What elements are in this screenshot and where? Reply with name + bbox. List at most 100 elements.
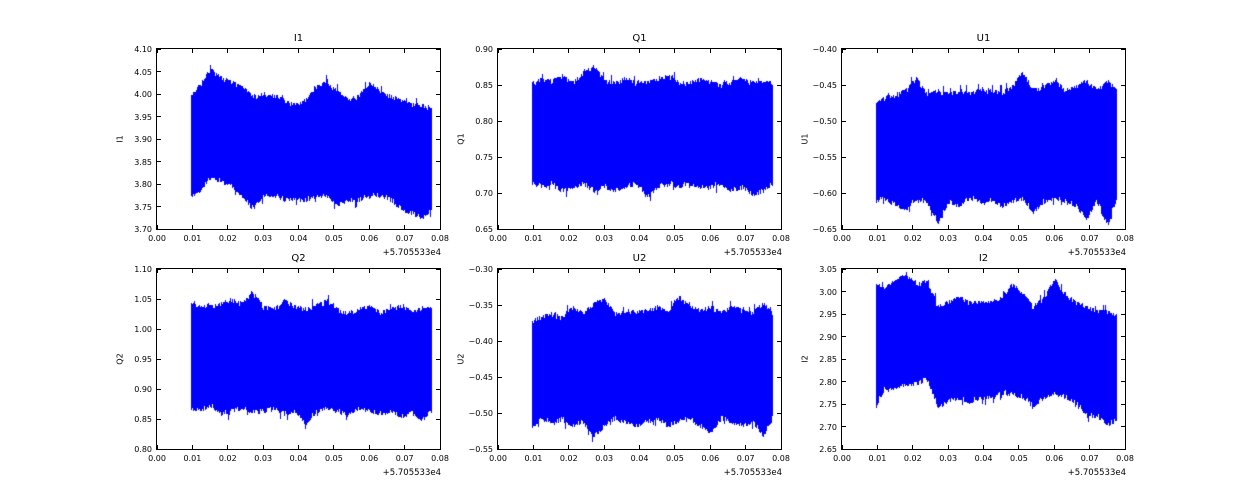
x-tick-mark	[780, 49, 782, 53]
y-tick-label: 2.65	[819, 445, 837, 454]
y-tick-label: −0.30	[468, 265, 493, 274]
x-tick-mark	[1018, 225, 1020, 229]
x-tick-mark	[262, 445, 264, 449]
y-tick-mark	[436, 448, 440, 450]
y-tick-mark	[842, 120, 846, 122]
y-tick-label: −0.50	[812, 117, 837, 126]
subplot-i1: I1 I1 0.00 0.01 0.02 0.03 0.04 0.05 0.06 0.07 0.…	[116, 33, 449, 258]
y-tick-mark	[436, 228, 440, 230]
x-tick-mark	[745, 445, 747, 449]
x-tick-label: 0.02	[559, 234, 578, 243]
x-tick-mark	[404, 445, 406, 449]
x-tick-mark	[368, 445, 370, 449]
x-tick-label: 0.07	[736, 454, 755, 463]
x-tick-mark	[780, 269, 782, 273]
y-tick-mark	[157, 93, 161, 95]
y-tick-mark	[157, 448, 161, 450]
x-tick-mark	[497, 49, 499, 53]
x-tick-label: 0.05	[324, 454, 343, 463]
x-tick-mark	[156, 445, 158, 449]
x-tick-mark	[709, 49, 711, 53]
y-tick-mark	[498, 448, 502, 450]
plot-area: 0.00 0.01 0.02 0.03 0.04 0.05 0.06 0.07 0.08 −0.6…	[812, 45, 1133, 243]
y-tick-mark	[157, 228, 161, 230]
x-tick-label: 0.04	[289, 454, 308, 463]
y-tick-label: 0.80	[475, 117, 493, 126]
x-tick-mark	[262, 49, 264, 53]
x-tick-mark	[876, 225, 878, 229]
x-tick-mark	[1053, 225, 1055, 229]
y-tick-label: −0.40	[468, 337, 493, 346]
y-tick-label: 2.85	[819, 355, 837, 364]
x-tick-label: 0.02	[218, 234, 237, 243]
y-tick-mark	[157, 418, 161, 420]
y-tick-mark	[498, 156, 502, 158]
x-tick-mark	[912, 445, 914, 449]
y-tick-mark	[498, 228, 502, 230]
x-tick-mark	[947, 225, 949, 229]
x-axis-offset-label: +5.705533e4	[723, 248, 782, 258]
x-tick-mark	[1089, 445, 1091, 449]
x-tick-label: 0.03	[595, 454, 614, 463]
x-tick-mark	[780, 445, 782, 449]
y-tick-label: 2.70	[819, 422, 837, 432]
x-tick-mark	[497, 225, 499, 229]
y-tick-mark	[777, 84, 781, 86]
x-tick-mark	[947, 445, 949, 449]
x-tick-label: 0.06	[701, 234, 720, 243]
x-tick-mark	[298, 445, 299, 449]
y-tick-label: 0.90	[134, 385, 152, 394]
x-tick-label: 0.04	[974, 234, 993, 243]
subplot-u2: U2 U2 0.00 0.01 0.02 0.03 0.04 0.05 0.06 0.07 0.…	[457, 253, 790, 478]
x-tick-mark	[191, 225, 193, 229]
plot-area: 0.00 0.01 0.02 0.03 0.04 0.05 0.06 0.07 0.08 3.70…	[134, 45, 449, 243]
x-tick-mark	[333, 445, 335, 449]
y-tick-label: 1.05	[134, 295, 152, 304]
x-tick-mark	[1089, 49, 1091, 53]
y-tick-mark	[436, 418, 440, 420]
y-tick-mark	[777, 268, 781, 270]
y-tick-mark	[777, 412, 781, 414]
plot-title: U1	[976, 33, 991, 44]
y-tick-mark	[498, 412, 502, 414]
y-tick-mark	[777, 192, 781, 194]
x-tick-label: 0.00	[148, 234, 166, 243]
y-tick-mark	[157, 298, 161, 300]
y-tick-mark	[498, 192, 502, 194]
x-tick-mark	[227, 49, 229, 53]
y-tick-mark	[777, 48, 781, 50]
x-tick-mark	[745, 49, 747, 53]
x-tick-label: 0.06	[701, 454, 720, 463]
y-tick-label: −0.55	[468, 445, 493, 454]
y-tick-label: 0.80	[134, 445, 152, 454]
x-tick-mark	[674, 445, 676, 449]
x-tick-label: 0.04	[630, 454, 649, 463]
x-tick-mark	[603, 225, 605, 229]
x-tick-label: 0.08	[772, 234, 790, 243]
x-tick-mark	[639, 225, 640, 229]
y-tick-mark	[1121, 120, 1125, 122]
x-tick-label: 0.02	[559, 454, 578, 463]
x-tick-mark	[1018, 445, 1020, 449]
x-tick-label: 0.08	[431, 234, 449, 243]
x-tick-mark	[333, 225, 335, 229]
y-tick-mark	[777, 228, 781, 230]
x-tick-label: 0.01	[868, 454, 887, 463]
signal-trace	[157, 49, 440, 229]
x-tick-mark	[1124, 269, 1126, 273]
y-tick-label: 0.70	[475, 189, 493, 198]
x-tick-mark	[568, 445, 570, 449]
y-axis-label: Q1	[456, 133, 466, 145]
x-tick-mark	[674, 269, 676, 273]
y-tick-mark	[498, 376, 502, 378]
y-tick-mark	[842, 313, 846, 315]
y-tick-mark	[436, 268, 440, 270]
x-tick-label: 0.07	[736, 234, 755, 243]
x-tick-mark	[532, 225, 534, 229]
y-tick-label: 0.85	[475, 81, 493, 90]
x-tick-mark	[156, 225, 158, 229]
y-tick-mark	[842, 228, 846, 230]
y-tick-mark	[1121, 192, 1125, 194]
x-tick-mark	[674, 225, 676, 229]
x-tick-label: 0.08	[1116, 454, 1134, 463]
